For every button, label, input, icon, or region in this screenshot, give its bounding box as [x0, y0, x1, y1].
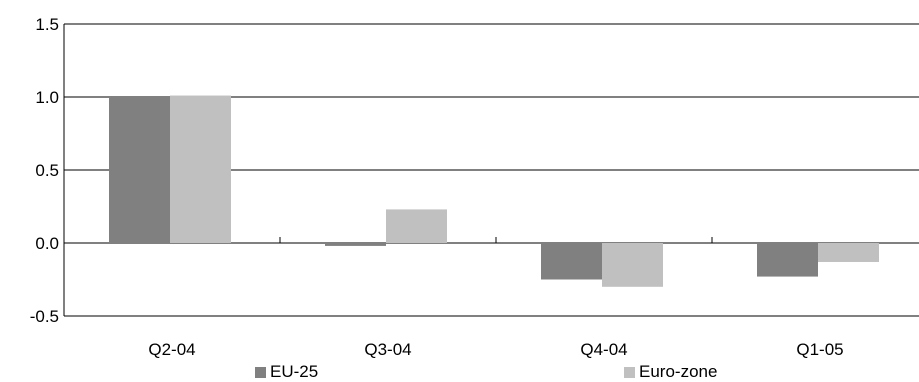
- legend-item-eu-25: EU-25: [255, 362, 318, 382]
- bar-euro-zone-q3-04: [386, 209, 447, 243]
- bar-eu-25-q3-04: [325, 243, 386, 246]
- axes: [63, 24, 713, 316]
- legend-swatch-eu-25: [255, 366, 266, 378]
- x-tick-label-q2-04: Q2-04: [148, 340, 195, 359]
- legend-label-eu-25: EU-25: [270, 362, 319, 381]
- bar-euro-zone-q2-04: [170, 95, 231, 243]
- y-tick-label-1-5: 1.5: [35, 15, 59, 34]
- bar-eu-25-q1-05: [757, 243, 818, 277]
- x-tick-label-q1-05: Q1-05: [796, 340, 843, 359]
- legend-label-euro-zone: Euro-zone: [639, 362, 718, 381]
- x-axis-tick-labels: Q2-04 Q3-04 Q4-04 Q1-05: [148, 340, 843, 359]
- x-tick-label-q3-04: Q3-04: [364, 340, 411, 359]
- bar-euro-zone-q4-04: [602, 243, 663, 287]
- legend-swatch-euro-zone: [624, 366, 635, 378]
- x-tick-label-q4-04: Q4-04: [580, 340, 627, 359]
- bar-euro-zone-q1-05: [818, 243, 879, 262]
- y-tick-label-0-5: 0.5: [35, 161, 59, 180]
- bars: [109, 95, 879, 287]
- legend-item-euro-zone: Euro-zone: [624, 362, 717, 382]
- y-tick-label-1-0: 1.0: [35, 88, 59, 107]
- y-tick-label-0-0: 0.0: [35, 234, 59, 253]
- bar-eu-25-q2-04: [109, 97, 170, 243]
- y-axis-tick-labels: 1.5 1.0 0.5 0.0 -0.5: [30, 15, 59, 326]
- bar-eu-25-q4-04: [541, 243, 602, 280]
- y-tick-label-0-5: -0.5: [30, 307, 59, 326]
